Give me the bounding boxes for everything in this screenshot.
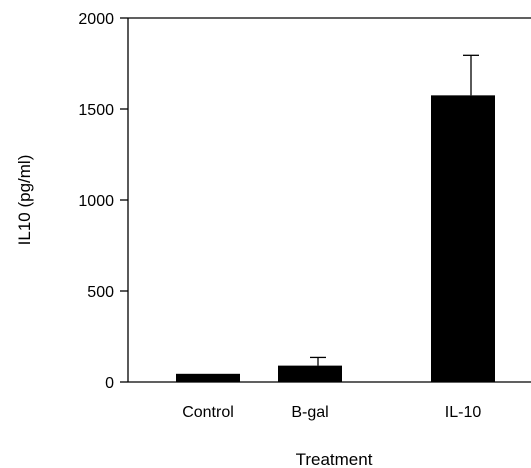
x-axis-title: Treatment <box>296 450 373 468</box>
error-bar-il-10 <box>463 54 479 96</box>
bar-b-gal <box>278 365 342 382</box>
error-bar-b-gal <box>310 356 326 366</box>
bars <box>176 95 495 382</box>
plot-area: 0 500 1000 1500 2000 Control B-gal IL-10 <box>78 11 531 421</box>
x-tick-labels: Control B-gal IL-10 <box>182 404 481 421</box>
x-tick-label-0: Control <box>182 404 234 421</box>
y-tick-label-0: 0 <box>105 375 114 392</box>
x-tick-label-2: IL-10 <box>445 404 482 421</box>
bar-il-10 <box>431 95 495 382</box>
bar-control <box>176 373 240 382</box>
error-bars <box>310 54 479 366</box>
y-tick-label-1: 500 <box>87 284 114 301</box>
y-axis-title: IL10 (pg/ml) <box>15 155 34 246</box>
y-tick-label-3: 1500 <box>78 102 114 119</box>
y-tick-label-2: 1000 <box>78 193 114 210</box>
y-ticks: 0 500 1000 1500 2000 <box>78 11 128 392</box>
x-tick-label-1: B-gal <box>291 404 328 421</box>
y-tick-label-4: 2000 <box>78 11 114 28</box>
